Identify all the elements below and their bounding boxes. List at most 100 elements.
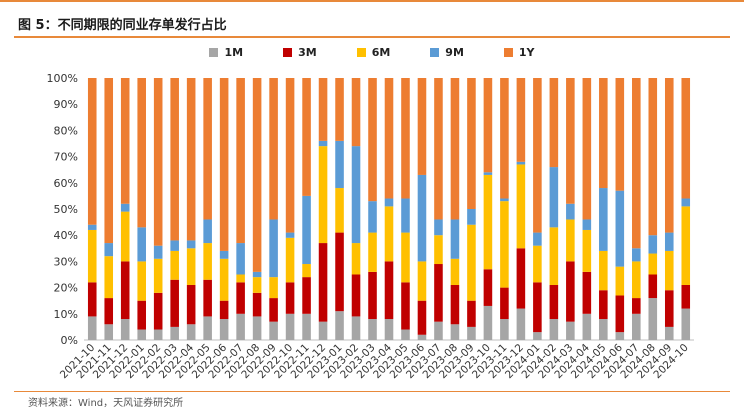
bar-segment-1m: [351, 316, 361, 340]
bar-segment-3m: [335, 232, 344, 312]
bar-segment-3m: [417, 300, 427, 335]
bar-segment-6m: [549, 227, 559, 285]
bar-segment-6m: [368, 232, 377, 272]
bar-segment-9m: [566, 203, 575, 220]
bar-segment-6m: [203, 243, 212, 280]
bar-segment-3m: [599, 290, 608, 320]
bar-segment-3m: [318, 243, 328, 322]
legend-label: 6M: [371, 46, 391, 59]
bar-segment-3m: [170, 279, 179, 327]
bar-segment-3m: [681, 284, 691, 309]
bar-segment-1y: [219, 78, 229, 251]
bar-segment-9m: [401, 198, 410, 233]
bar-segment-3m: [516, 248, 526, 309]
bar-segment-1m: [186, 324, 196, 340]
bar-segment-6m: [236, 274, 245, 283]
bar-segment-9m: [533, 232, 542, 246]
bar-segment-6m: [533, 245, 542, 283]
bar-segment-9m: [318, 140, 328, 147]
bar-segment-9m: [467, 209, 476, 225]
bar-segment-9m: [269, 219, 278, 278]
legend-label: 1Y: [518, 46, 535, 59]
bar-segment-9m: [203, 219, 212, 244]
top-rule: [0, 0, 744, 2]
bar-segment-9m: [417, 174, 427, 262]
y-tick-label: 100%: [47, 72, 78, 85]
bar-segment-6m: [285, 237, 295, 283]
y-tick-label: 70%: [54, 151, 78, 164]
bar-segment-1m: [681, 308, 691, 340]
bar-segment-1y: [648, 78, 658, 236]
bar-segment-1y: [203, 78, 212, 220]
bar-segment-3m: [549, 284, 559, 320]
bar-segment-1m: [450, 324, 460, 340]
bar-segment-6m: [170, 250, 179, 280]
bar-segment-3m: [351, 274, 361, 317]
bar-segment-3m: [664, 290, 674, 327]
bar-segment-1m: [137, 329, 146, 340]
bar-segment-9m: [582, 219, 592, 230]
bar-segment-3m: [104, 298, 114, 325]
bar-segment-3m: [137, 300, 146, 330]
bar-segment-6m: [186, 248, 196, 285]
bar-segment-6m: [615, 266, 625, 296]
bar-segment-1y: [368, 78, 377, 202]
bar-segment-6m: [632, 261, 641, 299]
y-tick-label: 90%: [54, 98, 78, 111]
bar-segment-1m: [384, 319, 394, 340]
bar-segment-9m: [87, 224, 97, 230]
bar-segment-1y: [615, 78, 625, 191]
bar-segment-3m: [368, 271, 377, 320]
bar-segment-1y: [269, 78, 278, 220]
bar-segment-6m: [318, 146, 328, 244]
figure-title: 图 5：不同期限的同业存单发行占比: [18, 18, 227, 33]
bar-segment-1y: [104, 78, 114, 244]
bar-segment-9m: [648, 235, 658, 254]
bar-segment-1m: [170, 326, 179, 340]
bar-segment-1y: [170, 78, 179, 241]
bar-segment-1m: [153, 329, 163, 340]
bar-segment-1m: [533, 332, 542, 340]
bar-segment-1y: [483, 78, 493, 173]
bar-segment-6m: [664, 250, 674, 291]
bar-segment-6m: [384, 206, 394, 262]
bar-segment-6m: [681, 206, 691, 285]
bar-segment-1y: [87, 78, 97, 225]
y-tick-label: 80%: [54, 124, 78, 137]
title-rule: [14, 36, 730, 38]
bar-segment-9m: [351, 146, 361, 244]
bar-segment-6m: [120, 211, 130, 262]
bar-segment-1m: [483, 305, 493, 340]
bar-segment-6m: [302, 264, 311, 278]
bar-segment-6m: [104, 256, 114, 299]
y-tick-label: 30%: [54, 255, 78, 268]
bar-segment-1y: [252, 78, 262, 272]
bar-segment-1m: [500, 319, 509, 340]
bar-segment-9m: [615, 190, 625, 267]
bar-segment-1y: [582, 78, 592, 220]
bar-segment-1y: [450, 78, 460, 220]
legend-swatch: [503, 48, 513, 57]
bar-segment-1y: [351, 78, 361, 147]
bar-segment-1m: [252, 316, 262, 340]
bar-segment-6m: [582, 229, 592, 272]
bar-segment-9m: [104, 243, 114, 257]
bottom-rule: [14, 391, 730, 392]
bar-segment-1m: [566, 321, 575, 340]
bar-segment-9m: [434, 219, 443, 236]
bar-segment-3m: [120, 261, 130, 320]
bar-segment-1y: [318, 78, 328, 141]
bar-segment-3m: [219, 300, 229, 320]
source-note: 资料来源：Wind，天风证券研究所: [28, 398, 184, 409]
bar-segment-9m: [450, 219, 460, 259]
bar-segment-3m: [236, 282, 245, 314]
bar-segment-6m: [500, 201, 509, 288]
bar-segment-1m: [87, 316, 97, 340]
bar-segment-1y: [285, 78, 295, 233]
legend-swatch: [430, 48, 440, 57]
bar-segment-1m: [219, 319, 229, 340]
bar-segment-3m: [384, 261, 394, 320]
bar-segment-9m: [516, 161, 526, 165]
bar-segment-6m: [483, 174, 493, 270]
